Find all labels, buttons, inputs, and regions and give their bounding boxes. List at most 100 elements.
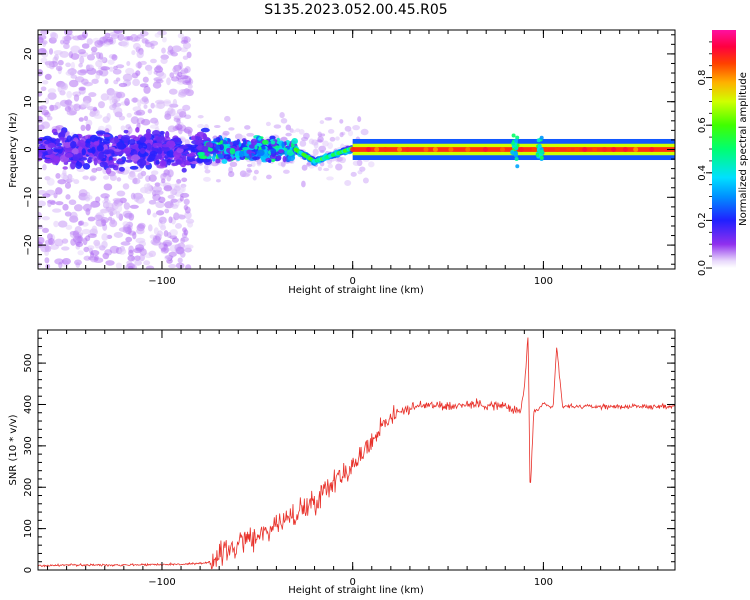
spectrogram-cell	[53, 156, 61, 164]
spectrogram-cell	[93, 141, 100, 146]
spectrogram-cell	[155, 99, 165, 105]
spectrogram-cell	[81, 148, 86, 156]
spectrogram-cell	[69, 211, 78, 220]
spectrogram-cell	[229, 141, 234, 146]
spectrogram-cell	[55, 173, 61, 179]
spectrogram-cell	[649, 147, 655, 152]
spectrogram-cell	[64, 211, 72, 217]
spectrogram-cell	[40, 243, 50, 249]
spectrogram-cell	[105, 167, 112, 175]
spectrogram-cell	[50, 32, 59, 41]
spectrogram-cell	[125, 236, 133, 243]
spectrogram-cell	[134, 260, 142, 266]
spectrogram-cell	[602, 147, 607, 152]
spectrogram-cell	[78, 220, 85, 226]
spectrogram-cell	[97, 125, 106, 132]
spectrogram-cell	[74, 225, 82, 233]
spectrogram-cell	[123, 202, 131, 210]
spectrogram-cell	[106, 112, 111, 121]
spectrogram-cell	[81, 101, 88, 108]
spectrogram-cell	[254, 144, 258, 150]
spectrogram-cell	[78, 117, 84, 122]
spectrogram-cell	[514, 138, 518, 143]
spectrogram-cell	[85, 123, 91, 131]
spectrogram-cell	[285, 132, 292, 137]
spectrogram-cell	[213, 138, 217, 143]
spectrogram-cell	[448, 147, 454, 152]
spectrogram-cell	[138, 142, 148, 151]
spectrogram-cell	[41, 109, 50, 116]
spectrogram-cell	[566, 147, 572, 152]
spectrogram-cell	[117, 33, 125, 41]
spectrogram-cell	[301, 164, 308, 171]
spectrogram-cell	[352, 160, 361, 166]
spectrogram-cell	[328, 117, 333, 121]
colorbar-gradient	[712, 30, 736, 268]
spectrogram-cell	[109, 104, 117, 111]
spectrogram-cell	[149, 234, 156, 239]
colorbar-tick-label: 0.6	[697, 117, 708, 133]
spectrogram-cell	[203, 147, 209, 152]
spectrogram-cell	[150, 170, 159, 176]
spectrogram-cell	[301, 180, 306, 188]
spectrogram-cell	[156, 136, 166, 144]
spectrogram-cell	[273, 124, 282, 129]
spectrogram-cell	[38, 47, 47, 55]
spectrogram-cell	[68, 79, 79, 88]
spectrogram-cell	[130, 192, 136, 200]
spectrogram-cell	[164, 208, 170, 214]
spectrogram-cell	[116, 177, 122, 182]
spectrogram-cell	[82, 203, 92, 212]
spectrogram-cell	[118, 115, 126, 121]
spectrogram-cell	[120, 241, 131, 246]
spectrogram-x-axis-label: Height of straight line (km)	[288, 285, 424, 296]
spectrogram-cell	[163, 184, 173, 192]
spectrogram-cell	[285, 124, 292, 131]
spectrogram-cell	[159, 159, 167, 167]
spectrogram-cell	[152, 185, 163, 193]
x-tick-label: 100	[534, 276, 553, 287]
spectrogram-cell	[221, 158, 228, 164]
spectrogram-cell	[124, 166, 131, 173]
spectrogram-cell	[90, 202, 98, 209]
spectrogram-cell	[246, 163, 253, 168]
spectrogram-cell	[83, 246, 90, 253]
spectrogram-cell	[136, 50, 144, 59]
spectrogram-cell	[350, 147, 356, 152]
spectrogram-cell	[202, 133, 207, 140]
spectrogram-cell	[432, 147, 438, 152]
spectrogram-cell	[64, 152, 74, 159]
spectrogram-cell	[335, 136, 340, 141]
x-tick-label: 0	[349, 276, 355, 287]
spectrogram-cell	[91, 167, 98, 173]
spectrogram-cell	[85, 138, 91, 144]
spectrogram-cell	[232, 140, 240, 146]
spectrogram-cell	[318, 133, 323, 137]
spectrogram-cell	[482, 147, 488, 152]
spectrogram-cell	[170, 76, 180, 82]
spectrogram-cell	[95, 60, 103, 68]
y-tick-label: 400	[23, 395, 34, 414]
spectrogram-cell	[160, 57, 168, 65]
spectrogram-cell	[171, 204, 179, 209]
spectrogram-cell	[139, 136, 147, 143]
spectrogram-cell	[176, 108, 186, 115]
spectrogram-cell	[91, 78, 99, 84]
spectrogram-cell	[166, 158, 172, 166]
spectrogram-cell	[143, 104, 148, 109]
spectrogram-cell	[146, 157, 155, 163]
spectrogram-cell	[70, 140, 77, 149]
spectrogram-cell	[109, 174, 117, 182]
spectrogram-cell	[147, 68, 153, 76]
spectrogram-cell	[268, 159, 272, 163]
spectrogram-cell	[181, 167, 187, 173]
spectrogram-cell	[374, 147, 380, 152]
spectrogram-cell	[279, 112, 285, 119]
spectrogram-cell	[278, 149, 284, 153]
spectrogram-cell	[78, 146, 83, 151]
spectrogram-cell	[168, 263, 177, 269]
spectrogram-cell	[574, 147, 580, 152]
figure-title: S135.2023.052.00.45.R05	[264, 2, 447, 18]
spectrogram-cell	[177, 257, 183, 263]
spectrogram-cell	[174, 124, 183, 131]
